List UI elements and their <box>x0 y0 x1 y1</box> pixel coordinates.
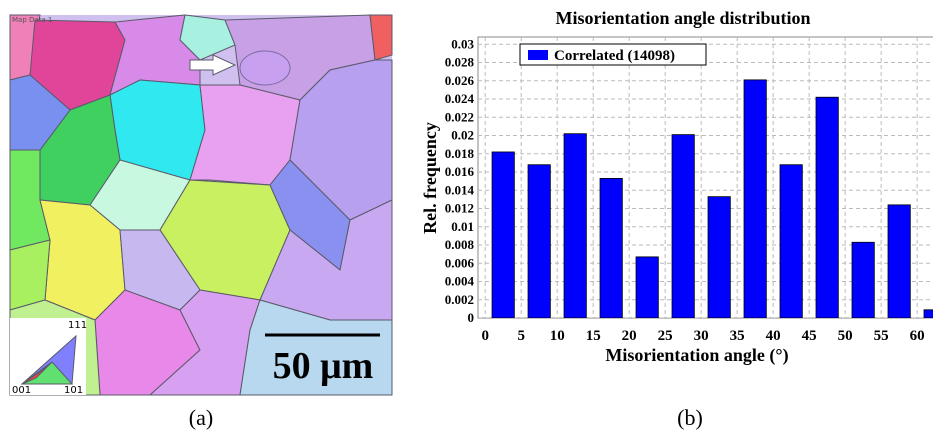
panel-label: (a) <box>189 405 213 430</box>
x-tick-label: 50 <box>838 328 853 344</box>
bar <box>923 309 933 318</box>
x-tick-label: 55 <box>874 328 889 344</box>
chart-title: Misorientation angle distribution <box>555 8 810 28</box>
x-tick-label: 25 <box>658 328 673 344</box>
ebsd-map <box>9 14 393 396</box>
bar <box>743 79 767 318</box>
bar <box>671 134 695 318</box>
x-tick-label: 0 <box>481 328 489 344</box>
map-title: Map Data 1 <box>12 16 52 24</box>
y-tick-label: 0.01 <box>451 219 474 234</box>
bar <box>491 151 515 318</box>
y-tick-label: 0.03 <box>451 36 474 51</box>
y-tick-label: 0.028 <box>445 55 475 70</box>
y-tick-label: 0.012 <box>445 201 474 216</box>
bar <box>707 196 731 318</box>
x-tick-label: 15 <box>586 328 601 344</box>
bar <box>635 256 659 318</box>
y-tick-label: 0.002 <box>445 292 474 307</box>
ipf-label: 001 <box>12 385 31 396</box>
y-tick-label: 0.02 <box>451 128 474 143</box>
legend-swatch <box>528 50 548 60</box>
bar <box>563 133 587 318</box>
y-tick-label: 0.014 <box>445 182 475 197</box>
x-tick-label: 40 <box>766 328 781 344</box>
y-axis-label: Rel. frequency <box>420 122 440 234</box>
legend-box <box>519 43 707 66</box>
bar <box>779 164 803 318</box>
y-tick-label: 0 <box>468 310 475 325</box>
bar <box>887 204 911 318</box>
ipf-label: 111 <box>68 320 87 331</box>
y-tick-label: 0.026 <box>445 73 475 88</box>
x-tick-label: 45 <box>802 328 817 344</box>
panel-label: (b) <box>677 405 703 430</box>
x-tick-label: 60 <box>910 328 925 344</box>
legend-label: Correlated (14098) <box>554 48 675 64</box>
x-tick-label: 30 <box>694 328 709 344</box>
y-tick-label: 0.022 <box>445 109 474 124</box>
x-tick-label: 35 <box>730 328 745 344</box>
x-tick-label: 5 <box>517 328 525 344</box>
bar <box>851 241 875 318</box>
y-tick-label: 0.004 <box>445 274 475 289</box>
scale-bar-label: 50 μm <box>273 345 374 387</box>
bar <box>527 164 551 318</box>
y-tick-label: 0.006 <box>445 255 475 270</box>
bar <box>599 178 623 318</box>
ipf-label: 101 <box>64 385 83 396</box>
y-tick-label: 0.018 <box>445 146 475 161</box>
bar <box>815 96 839 318</box>
y-tick-label: 0.024 <box>445 91 475 106</box>
y-tick-label: 0.008 <box>445 237 475 252</box>
x-axis-label: Misorientation angle (°) <box>605 345 788 366</box>
x-tick-label: 20 <box>622 328 637 344</box>
x-tick-label: 10 <box>550 328 565 344</box>
y-tick-label: 0.016 <box>445 164 475 179</box>
